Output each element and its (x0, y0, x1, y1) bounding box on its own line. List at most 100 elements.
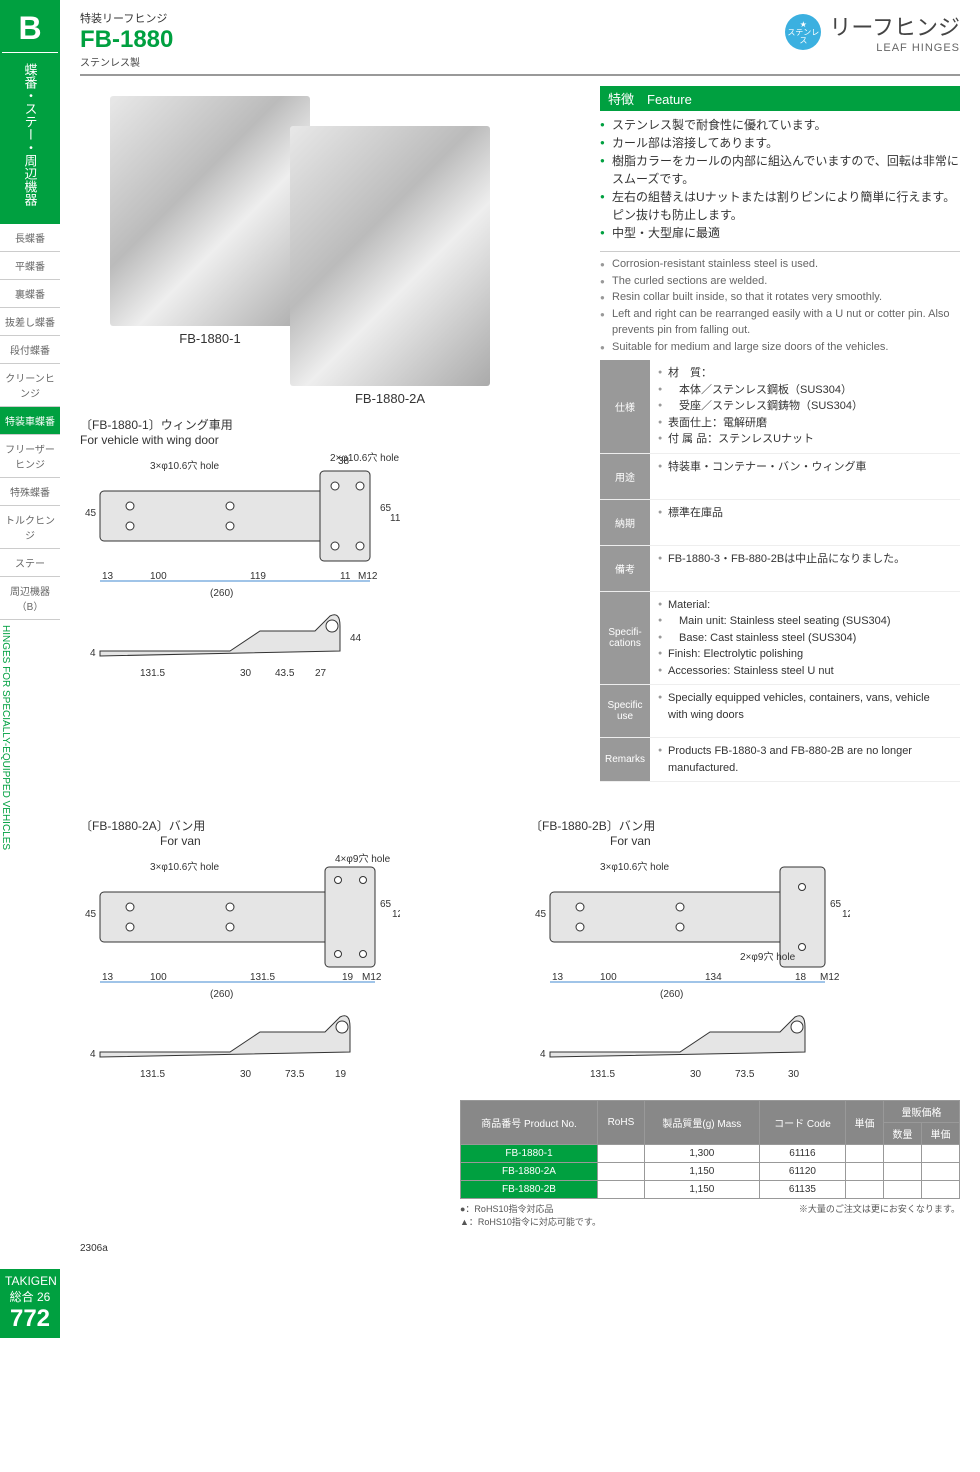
sidebar-item[interactable]: 段付蝶番 (0, 336, 60, 364)
rohs-note1: ●：RoHS10指令対応品 (460, 1204, 553, 1214)
svg-text:11: 11 (340, 571, 351, 582)
sidebar-item[interactable]: 周辺機器（B） (0, 577, 60, 620)
page-footer: TAKIGEN 総合 26 772 (0, 1269, 60, 1338)
svg-text:131.5: 131.5 (140, 1069, 165, 1080)
sidebar-item[interactable]: 長蝶番 (0, 224, 60, 252)
svg-text:73.5: 73.5 (285, 1069, 305, 1080)
svg-text:4×φ9穴 hole: 4×φ9穴 hole (335, 852, 391, 865)
th-unit: 単価 (845, 1101, 883, 1145)
sidebar-item[interactable]: ステー (0, 549, 60, 577)
feat-item: The curled sections are welded. (600, 273, 960, 290)
category-jp: 蝶番・ステー・周辺機器 (24, 63, 37, 206)
svg-text:65: 65 (380, 899, 392, 910)
rev: 2306a (80, 1243, 960, 1254)
svg-text:131.5: 131.5 (140, 668, 165, 679)
sidebar-item[interactable]: 裏蝶番 (0, 280, 60, 308)
svg-text:100: 100 (600, 972, 617, 983)
feature-header: 特徴 Feature (600, 86, 960, 111)
sidebar-item[interactable]: 特殊蝶番 (0, 478, 60, 506)
svg-text:3×φ10.6穴 hole: 3×φ10.6穴 hole (150, 459, 219, 472)
th-prod: 商品番号 Product No. (461, 1101, 598, 1145)
feature-en: Corrosion-resistant stainless steel is u… (600, 251, 960, 360)
product-photo-1 (110, 96, 310, 326)
spec-row: 仕様材 質： 本体／ステンレス鋼板（SUS304） 受座／ステンレス鋼鋳物（SU… (600, 360, 960, 454)
photo-label-1: FB-1880-1 (110, 331, 310, 346)
drawing-1: 3×φ10.6穴 hole 2×φ10.6穴 hole 13 100 119 1… (80, 451, 400, 681)
main-content: 特装リーフヒンジ FB-1880 ステンレス製 ★ステンレス リーフヒンジ LE… (60, 0, 980, 1264)
feat-item: 左右の組替えはUナットまたは割りピンにより簡単に行えます。ピン抜けも防止します。 (600, 188, 960, 224)
svg-text:45: 45 (85, 909, 97, 920)
sidebar-item[interactable]: クリーンヒンジ (0, 364, 60, 407)
product-table: 商品番号 Product No. RoHS 製品質量(g) Mass コード C… (460, 1100, 960, 1228)
title-en: LEAF HINGES (829, 42, 960, 54)
model: FB-1880 (80, 26, 173, 54)
svg-text:(260): (260) (210, 588, 233, 599)
svg-text:3×φ10.6穴 hole: 3×φ10.6穴 hole (150, 860, 219, 873)
svg-text:134: 134 (705, 972, 722, 983)
svg-text:13: 13 (102, 571, 114, 582)
svg-text:4: 4 (540, 1049, 546, 1060)
svg-text:44: 44 (350, 633, 362, 644)
feat-item: 樹脂カラーをカールの内部に組込んでいますので、回転は非常にスムーズです。 (600, 152, 960, 188)
photo-label-2: FB-1880-2A (290, 391, 490, 406)
svg-text:3×φ10.6穴 hole: 3×φ10.6穴 hole (600, 860, 669, 873)
sidebar-item[interactable]: フリーザーヒンジ (0, 435, 60, 478)
spec-row: Specifi-cationsMaterial: Main unit: Stai… (600, 592, 960, 686)
th-qty: 数量 (883, 1123, 921, 1145)
svg-text:27: 27 (315, 668, 327, 679)
th-mass: 製品質量(g) Mass (644, 1101, 759, 1145)
drawing-3: 3×φ10.6穴 hole 2×φ9穴 hole 13 100 134 18 (… (530, 852, 850, 1082)
draw-title-2: 〔FB-1880-2A〕バン用For van (80, 817, 510, 848)
feature-jp: ステンレス製で耐食性に優れています。カール部は溶接してあります。樹脂カラーをカー… (600, 111, 960, 247)
draw-title-3: 〔FB-1880-2B〕バン用For van (530, 817, 960, 848)
feat-item: Suitable for medium and large size doors… (600, 339, 960, 356)
svg-text:4: 4 (90, 1049, 96, 1060)
bulk-note: ※大量のご注文は更にお安くなります。 (799, 1202, 960, 1215)
side-list: 長蝶番平蝶番裏蝶番抜差し蝶番段付蝶番クリーンヒンジ特装車蝶番フリーザーヒンジ特殊… (0, 224, 60, 620)
svg-text:38: 38 (338, 456, 350, 467)
svg-text:2×φ9穴 hole: 2×φ9穴 hole (740, 950, 796, 963)
svg-text:120: 120 (392, 909, 400, 920)
feat-item: カール部は溶接してあります。 (600, 134, 960, 152)
th-bulk: 量販価格 (883, 1101, 959, 1123)
svg-text:4: 4 (90, 648, 96, 659)
svg-text:113: 113 (390, 513, 400, 524)
th-rohs: RoHS (598, 1101, 645, 1145)
category-letter: B (2, 10, 58, 53)
svg-text:30: 30 (240, 1069, 252, 1080)
drawings: 〔FB-1880-1〕ウィング車用For vehicle with wing d… (80, 416, 590, 684)
svg-text:131.5: 131.5 (250, 972, 275, 983)
svg-text:30: 30 (240, 668, 252, 679)
svg-text:18: 18 (795, 972, 807, 983)
drawing-2: 3×φ10.6穴 hole 4×φ9穴 hole 13 100 131.5 19… (80, 852, 400, 1082)
category-box: B 蝶番・ステー・周辺機器 (0, 0, 60, 224)
svg-text:45: 45 (535, 909, 547, 920)
side-en: HINGES FOR SPECIALLY-EQUIPPED VEHICLES (0, 625, 11, 850)
table-row: FB-1880-2B1,15061135 (461, 1181, 960, 1199)
photo-area: FB-1880-1 FB-1880-2A (80, 86, 590, 406)
table-row: FB-1880-11,30061116 (461, 1145, 960, 1163)
series-jp: 特装リーフヒンジ (80, 10, 173, 26)
svg-text:13: 13 (102, 972, 114, 983)
spec-row: Specific useSpecially equipped vehicles,… (600, 685, 960, 738)
svg-text:M12: M12 (820, 972, 840, 983)
svg-text:30: 30 (788, 1069, 800, 1080)
sidebar-item[interactable]: 抜差し蝶番 (0, 308, 60, 336)
svg-text:43.5: 43.5 (275, 668, 295, 679)
svg-text:120: 120 (842, 909, 850, 920)
sidebar-item[interactable]: 平蝶番 (0, 252, 60, 280)
spec-row: RemarksProducts FB-1880-3 and FB-880-2B … (600, 738, 960, 782)
spec-row: 用途特装車・コンテナー・バン・ウィング車 (600, 454, 960, 500)
svg-text:19: 19 (342, 972, 354, 983)
left-sidebar: B 蝶番・ステー・周辺機器 長蝶番平蝶番裏蝶番抜差し蝶番段付蝶番クリーンヒンジ特… (0, 0, 60, 1264)
sidebar-item[interactable]: 特装車蝶番 (0, 407, 60, 435)
svg-text:45: 45 (85, 508, 97, 519)
svg-text:M12: M12 (358, 571, 378, 582)
svg-text:13: 13 (552, 972, 564, 983)
sidebar-item[interactable]: トルクヒンジ (0, 506, 60, 549)
th-code: コード Code (759, 1101, 845, 1145)
stainless-badge: ★ステンレス (785, 14, 821, 50)
svg-text:100: 100 (150, 571, 167, 582)
spec-row: 納期標準在庫品 (600, 500, 960, 546)
rohs-note2: ▲：RoHS10指令に対応可能です。 (460, 1217, 601, 1227)
